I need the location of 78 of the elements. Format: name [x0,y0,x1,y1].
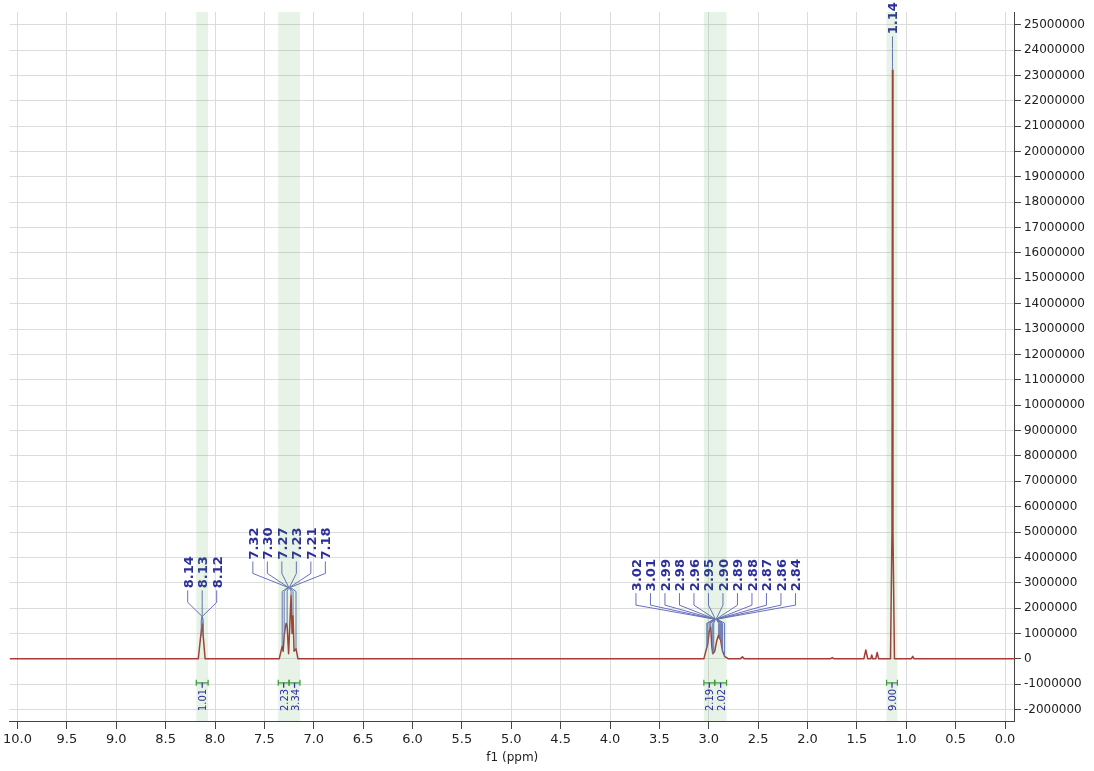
x-tick-label: 0.0 [994,731,1016,747]
y-tick-label: 23000000 [1023,67,1085,82]
annotation: 2.89 [730,559,746,592]
annotation: 2.88 [744,559,760,592]
y-tick-label: 4000000 [1023,549,1078,564]
x-tick-label: 0.5 [945,731,967,747]
x-tick-label: 3.5 [649,731,670,747]
band-label: 2.19 [704,688,716,712]
y-tick-label: 24000000 [1023,42,1085,57]
x-tick-label: 2.0 [797,731,818,747]
x-tick-label: 2.5 [747,731,769,747]
x-tick-label: 6.5 [352,731,374,747]
y-tick-label: 19000000 [1023,169,1085,184]
y-tick-label: 17000000 [1023,219,1085,234]
y-tick-label: -1000000 [1023,676,1082,691]
annotation: 3.01 [643,559,659,592]
band-label: 2.02 [715,688,727,712]
y-tick-label: 10000000 [1023,397,1085,412]
annotation: 2.87 [759,559,775,592]
x-tick-label: 8.0 [204,731,226,747]
band-label: 1.01 [197,688,209,712]
y-tick-label: 9000000 [1023,422,1078,437]
x-tick-label: 5.5 [451,731,473,747]
y-tick-label: 18000000 [1023,194,1085,209]
x-tick-label: 9.5 [56,731,78,747]
annotation: 2.96 [686,559,702,592]
annotation: 8.12 [209,556,225,589]
annotation: 2.99 [657,559,673,592]
x-tick-label: 5.0 [500,731,522,747]
y-tick-label: 15000000 [1023,270,1085,285]
x-tick-label: 4.5 [550,731,572,747]
annotation: 7.32 [245,527,261,560]
y-tick-label: 25000000 [1023,16,1085,31]
annotation: 7.18 [318,527,334,560]
x-tick-label: 1.5 [846,731,868,747]
x-tick-label: 10.0 [3,731,33,747]
y-tick-label: 2000000 [1023,600,1078,615]
y-tick-label: 14000000 [1023,295,1085,310]
y-tick-label: 11000000 [1023,371,1085,386]
y-tick-label: 5000000 [1023,524,1078,539]
x-tick-label: 3.0 [698,731,720,747]
annotation: 7.23 [289,527,305,560]
y-tick-label: 7000000 [1023,473,1078,488]
annotation: 2.84 [788,559,804,592]
annotation: 2.98 [672,559,688,592]
x-axis-title: f1 (ppm) [486,749,539,764]
annotation: 8.14 [180,556,196,589]
y-tick-label: 22000000 [1023,92,1085,107]
y-tick-label: 1000000 [1023,625,1078,640]
annotation: 7.27 [274,527,290,560]
annotation: 8.13 [195,556,211,589]
x-tick-label: 7.5 [254,731,275,747]
y-tick-label: 20000000 [1023,143,1085,158]
band-label: 9.00 [886,688,898,712]
y-tick-label: -2000000 [1023,701,1082,716]
x-tick-label: 7.0 [303,731,325,747]
y-tick-label: 13000000 [1023,321,1085,336]
x-tick-label: 9.0 [105,731,127,747]
y-tick-label: 21000000 [1023,118,1085,133]
annotation: 1.14 [885,2,901,35]
y-tick-label: 8000000 [1023,448,1078,463]
y-tick-label: 6000000 [1023,498,1078,513]
y-tick-label: 3000000 [1023,574,1078,589]
annotation: 3.02 [628,559,644,592]
y-tick-label: 16000000 [1023,245,1085,260]
x-tick-label: 1.0 [895,731,917,747]
annotation: 2.86 [773,559,789,592]
band-label: 2.23 [278,688,290,712]
x-tick-label: 8.5 [155,731,177,747]
x-tick-label: 4.0 [599,731,621,747]
annotation: 2.90 [715,559,731,592]
annotation: 7.30 [260,527,276,560]
band-label: 3.34 [289,688,301,712]
y-tick-label: 0 [1023,650,1032,665]
annotation: 2.95 [701,559,717,592]
y-tick-label: 12000000 [1023,346,1085,361]
x-tick-label: 6.0 [402,731,423,747]
annotation: 7.21 [303,527,319,560]
